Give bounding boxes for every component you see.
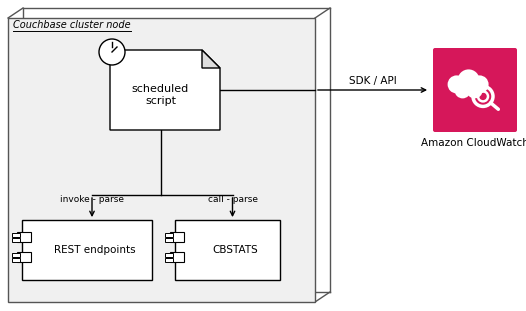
Polygon shape [12,253,20,257]
Polygon shape [165,253,173,257]
Polygon shape [165,258,173,262]
Circle shape [467,82,482,98]
Polygon shape [165,238,173,242]
Polygon shape [110,50,220,130]
Text: call - parse: call - parse [207,196,258,205]
Polygon shape [170,232,184,242]
Circle shape [454,82,471,98]
Polygon shape [175,220,280,280]
Polygon shape [170,252,184,262]
Text: CBSTATS: CBSTATS [213,245,258,255]
Polygon shape [12,258,20,262]
Text: invoke - parse: invoke - parse [60,196,124,205]
Polygon shape [8,18,315,302]
Polygon shape [12,233,20,237]
Polygon shape [17,232,31,242]
Text: Couchbase cluster node: Couchbase cluster node [13,20,130,30]
FancyBboxPatch shape [433,48,517,132]
Polygon shape [202,50,220,68]
Polygon shape [12,238,20,242]
Circle shape [458,69,480,91]
Text: Amazon CloudWatch: Amazon CloudWatch [421,138,526,148]
Polygon shape [22,220,152,280]
Circle shape [99,39,125,65]
Text: scheduled
script: scheduled script [132,84,189,106]
Circle shape [448,75,466,93]
Text: REST endpoints: REST endpoints [54,245,136,255]
Circle shape [471,75,489,93]
Text: SDK / API: SDK / API [349,76,397,86]
Polygon shape [165,233,173,237]
Polygon shape [17,252,31,262]
